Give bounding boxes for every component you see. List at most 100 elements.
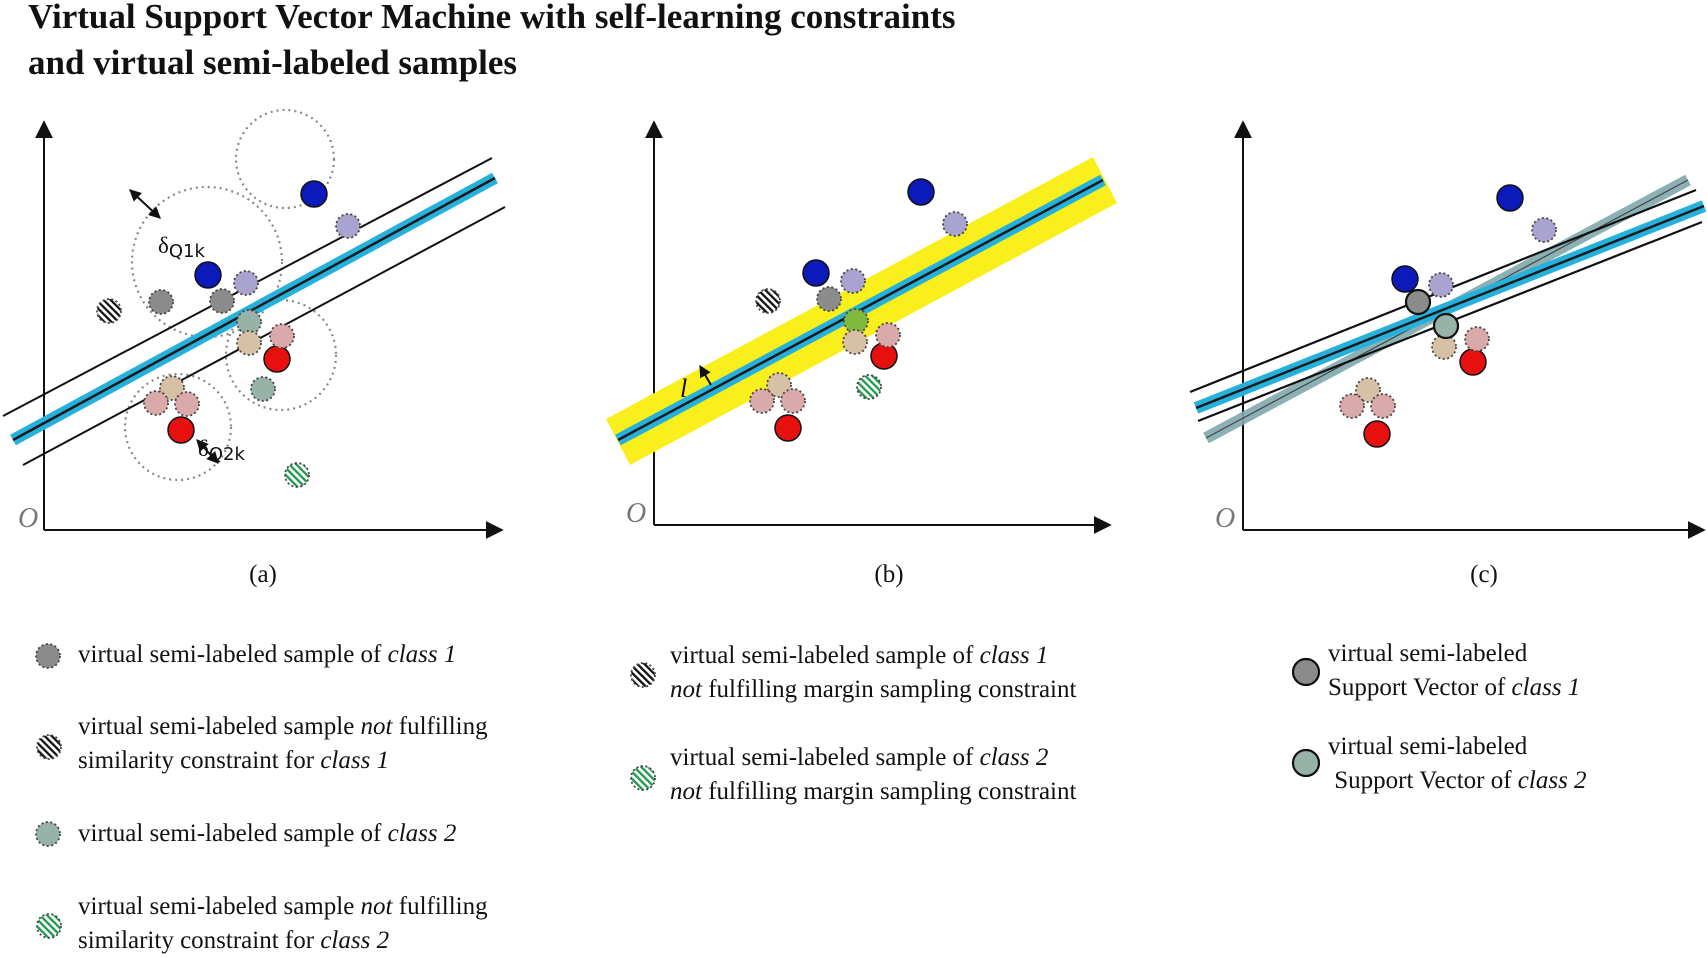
legend-symbols [35,643,1321,939]
legend-text: fulfilling margin sampling constraint [701,778,1077,805]
virtual-sample-class2 [842,329,868,355]
legend-symbol-margin-class2 [630,765,656,791]
legend-vs-not-margin-class1: virtual semi-labeled sample of class 1 n… [670,639,1076,707]
legend-symbol-vs-class1 [35,643,61,669]
virtual-sample-class2 [1431,334,1457,360]
hatched-sample-class1 [755,288,781,314]
legend-symbol-margin-class1 [630,662,656,688]
support-vector-class1 [1404,288,1432,316]
virtual-sample-class1 [1428,272,1454,298]
class2-sample [167,416,195,444]
similarity-circle [234,108,336,210]
virtual-sample-class2 [236,330,262,356]
legend-vs-not-margin-class2: virtual semi-labeled sample of class 2 n… [670,741,1076,809]
class1-sample [194,261,222,289]
legend-text: virtual semi-labeled sample of [670,744,980,771]
legend-vs-class1: virtual semi-labeled sample of class 1 [78,638,456,672]
legend-symbol-vs-class2 [35,821,61,847]
legend-text: virtual semi-labeled sample [78,893,361,920]
virtual-sample-class2 [843,308,869,334]
similarity-circle [123,372,233,482]
class1-sample [802,259,830,287]
virtual-sample-class1 [148,289,174,315]
legend-vs-not-similar-class2: virtual semi-labeled sample not fulfilli… [78,890,488,958]
origin-label: O [626,498,646,529]
delta-q1k-label: δQ1k [158,233,205,262]
panel-a: O δQ1k δQ2k (a) [2,108,506,588]
virtual-sample-class2 [875,322,901,348]
legend-text: virtual semi-labeled [1328,733,1528,760]
hatched-sample-class2 [284,462,310,488]
virtual-sample-class2 [1464,326,1490,352]
legend-text-italic: not [670,778,702,805]
virtual-sample-class2 [269,323,295,349]
support-vector-class2 [1432,312,1460,340]
virtual-sample-class2 [1355,377,1381,403]
similarity-circle [130,185,284,339]
virtual-sample-class2 [159,375,185,401]
class1-sample [907,178,935,206]
title-line-2: and virtual semi-labeled samples [28,43,518,82]
panel-a-caption: (a) [249,561,277,588]
legend-sv-class1: virtual semi-labeled Support Vector of c… [1328,637,1580,705]
legend-text: fulfilling [392,893,488,920]
panel-c-caption: (c) [1470,561,1498,588]
hyperplane [1195,204,1705,410]
legend-text: virtual semi-labeled sample [78,713,361,740]
legend-text: virtual semi-labeled sample of [78,820,388,847]
legend-text: fulfilling margin sampling constraint [701,676,1077,703]
legend-sv-class2: virtual semi-labeled Support Vector of c… [1328,730,1587,798]
virtual-sample-class1 [335,213,361,239]
hyperplane [12,176,496,442]
legend-text-italic: class 1 [387,641,457,668]
legend-vs-not-similar-class1: virtual semi-labeled sample not fulfilli… [78,710,488,778]
panel-b: O l (b) [606,120,1117,588]
class2-sample [774,414,802,442]
margin-line-lower [22,206,506,466]
hatched-sample-class2 [856,374,882,400]
legend-symbol-hatch-class1 [36,734,62,760]
margin-width-label: l [680,374,687,403]
panel-c: O (c) [1189,120,1707,588]
virtual-sample-class2 [780,388,806,414]
legend-text: fulfilling [392,713,488,740]
class2-sample [1459,348,1487,376]
delta-q1k-arrow [129,189,161,219]
legend-text-italic: class 1 [979,642,1049,669]
virtual-sample-class2 [749,388,775,414]
legend-text: Support Vector of [1328,767,1518,794]
virtual-sample-class1 [233,270,259,296]
virtual-sample-class2 [250,376,276,402]
legend-text-italic: class 1 [320,747,390,774]
legend-text-italic: class 2 [387,820,457,847]
virtual-sample-class2 [1370,393,1396,419]
legend-text: similarity constraint for [78,927,321,954]
hatched-sample-class1 [96,298,122,324]
legend-text-italic: class 2 [320,927,390,954]
legend-symbol-sv-class1 [1291,657,1321,687]
class1-sample [1496,184,1524,212]
class1-sample [300,180,328,208]
title-line-1: Virtual Support Vector Machine with self… [28,0,956,36]
legend-text: virtual semi-labeled sample of [670,642,980,669]
virtual-sample-class2 [1339,393,1365,419]
legend-text-italic: class 2 [979,744,1049,771]
virtual-sample-class2 [766,372,792,398]
legend-text-italic: not [360,893,393,920]
legend-text: virtual semi-labeled [1328,640,1528,667]
legend-symbol-hatch-class2 [36,913,62,939]
delta-q2k-arrow [196,439,219,464]
class1-sample [1391,265,1419,293]
legend-text-italic: not [360,713,393,740]
panel-b-caption: (b) [874,561,903,588]
legend-text: Support Vector of [1328,674,1512,701]
virtual-sample-class2 [174,391,200,417]
figure-title: Virtual Support Vector Machine with self… [28,0,955,86]
legend-text-italic: class 2 [1517,767,1587,794]
legend-text-italic: class 1 [1511,674,1581,701]
virtual-sample-class2 [143,390,169,416]
legend-symbol-sv-class2 [1291,748,1321,778]
class2-sample [1363,420,1391,448]
virtual-sample-class2 [236,309,262,335]
